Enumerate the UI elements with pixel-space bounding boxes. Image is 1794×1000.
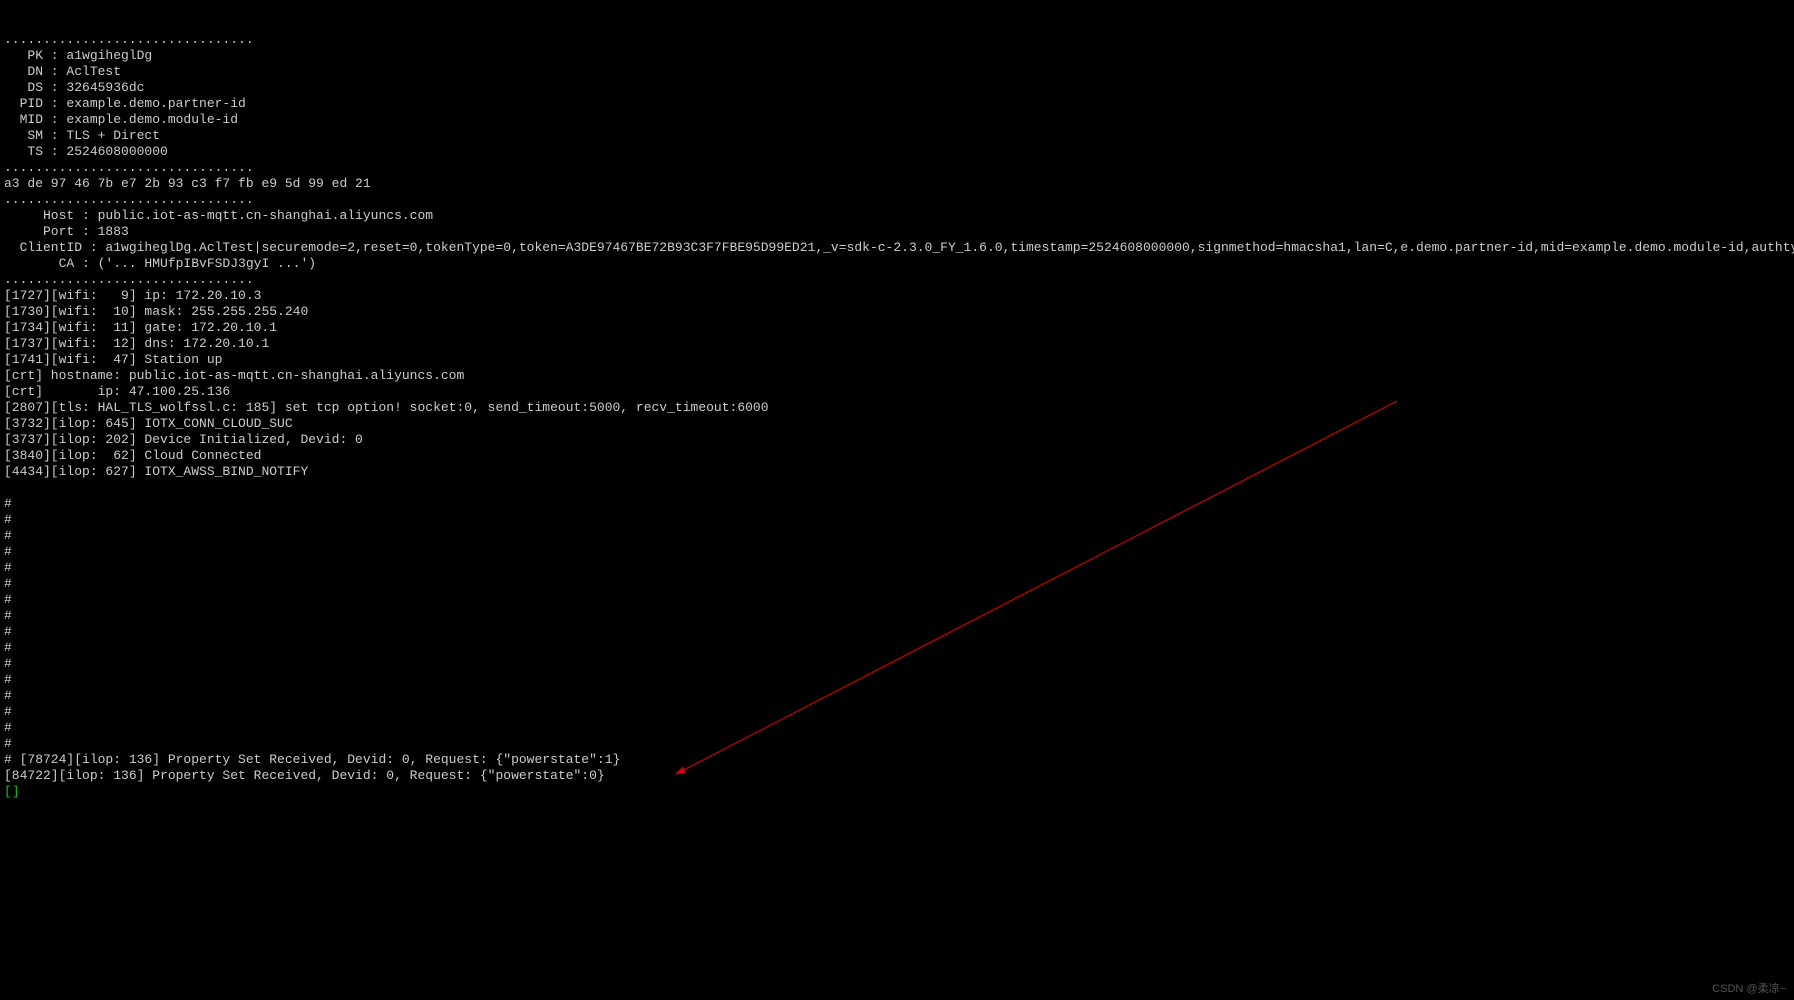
terminal-line: [1737][wifi: 12] dns: 172.20.10.1 <box>4 336 1790 352</box>
terminal-line: [1730][wifi: 10] mask: 255.255.255.240 <box>4 304 1790 320</box>
terminal-line: DN : AclTest <box>4 64 1790 80</box>
terminal-line: CA : ('... HMUfpIBvFSDJ3gyI ...') <box>4 256 1790 272</box>
terminal-line: # <box>4 672 1790 688</box>
terminal-line: # <box>4 736 1790 752</box>
terminal-line: [3737][ilop: 202] Device Initialized, De… <box>4 432 1790 448</box>
terminal-line: [crt] ip: 47.100.25.136 <box>4 384 1790 400</box>
terminal-line: # <box>4 656 1790 672</box>
terminal-line: # <box>4 720 1790 736</box>
terminal-line: [1741][wifi: 47] Station up <box>4 352 1790 368</box>
terminal-line: TS : 2524608000000 <box>4 144 1790 160</box>
terminal-line: Host : public.iot-as-mqtt.cn-shanghai.al… <box>4 208 1790 224</box>
cursor: [] <box>4 784 1790 800</box>
terminal-line: a3 de 97 46 7b e7 2b 93 c3 f7 fb e9 5d 9… <box>4 176 1790 192</box>
terminal-line: # <box>4 624 1790 640</box>
terminal-line: # <box>4 576 1790 592</box>
terminal-line: ................................ <box>4 32 1790 48</box>
terminal-line: ................................ <box>4 272 1790 288</box>
terminal-line <box>4 480 1790 496</box>
terminal-line: [1727][wifi: 9] ip: 172.20.10.3 <box>4 288 1790 304</box>
terminal-line: DS : 32645936dc <box>4 80 1790 96</box>
terminal-line: # <box>4 544 1790 560</box>
terminal-line: SM : TLS + Direct <box>4 128 1790 144</box>
terminal-line: # <box>4 688 1790 704</box>
terminal-line: PK : a1wgiheglDg <box>4 48 1790 64</box>
terminal-output[interactable]: ................................ PK : a1… <box>0 0 1794 832</box>
watermark: CSDN @柔凉~ <box>1712 980 1786 996</box>
terminal-line: # <box>4 608 1790 624</box>
terminal-line: # <box>4 592 1790 608</box>
terminal-line: Port : 1883 <box>4 224 1790 240</box>
terminal-line: # <box>4 512 1790 528</box>
terminal-line: # <box>4 704 1790 720</box>
terminal-line: [2807][tls: HAL_TLS_wolfssl.c: 185] set … <box>4 400 1790 416</box>
terminal-line: [1734][wifi: 11] gate: 172.20.10.1 <box>4 320 1790 336</box>
terminal-line: ................................ <box>4 160 1790 176</box>
terminal-line: [crt] hostname: public.iot-as-mqtt.cn-sh… <box>4 368 1790 384</box>
terminal-line: PID : example.demo.partner-id <box>4 96 1790 112</box>
terminal-line: [4434][ilop: 627] IOTX_AWSS_BIND_NOTIFY <box>4 464 1790 480</box>
terminal-line: MID : example.demo.module-id <box>4 112 1790 128</box>
terminal-line: # <box>4 496 1790 512</box>
terminal-line: # <box>4 560 1790 576</box>
terminal-line: # <box>4 640 1790 656</box>
terminal-line: ................................ <box>4 192 1790 208</box>
terminal-line: # [78724][ilop: 136] Property Set Receiv… <box>4 752 1790 768</box>
terminal-line: [3732][ilop: 645] IOTX_CONN_CLOUD_SUC <box>4 416 1790 432</box>
terminal-line: [84722][ilop: 136] Property Set Received… <box>4 768 1790 784</box>
terminal-line: # <box>4 528 1790 544</box>
terminal-line: ClientID : a1wgiheglDg.AclTest|securemod… <box>4 240 1790 256</box>
terminal-line: [3840][ilop: 62] Cloud Connected <box>4 448 1790 464</box>
